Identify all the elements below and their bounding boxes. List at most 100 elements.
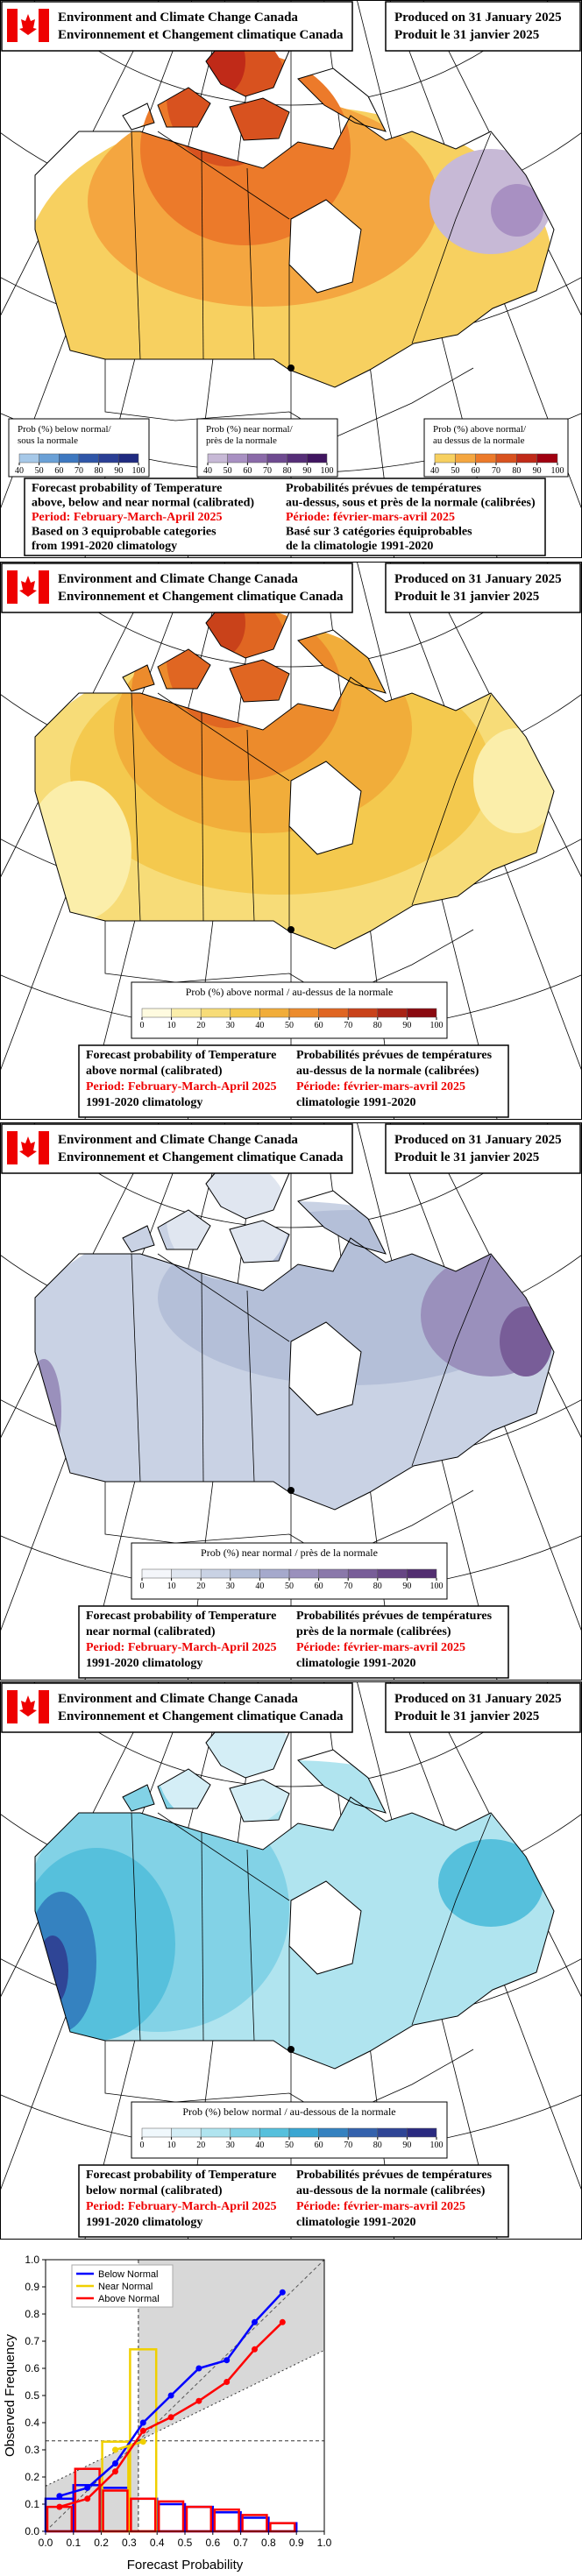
no-skill-line xyxy=(45,2349,325,2487)
colorbar-tick-label: 60 xyxy=(315,1582,323,1591)
coastline xyxy=(157,87,211,128)
caption-line: above, below and near normal (calibrated… xyxy=(32,497,254,510)
colorbar-swatch xyxy=(347,1568,379,1579)
caption-line: Period: February-March-April 2025 xyxy=(86,2200,276,2213)
production-date: Produit le 31 janvier 2025 xyxy=(394,1709,539,1723)
coastline xyxy=(34,676,555,950)
caption-line: Forecast probability of Temperature xyxy=(86,2169,276,2182)
province-border xyxy=(411,1814,492,2026)
legend-box xyxy=(423,418,569,478)
reliability-point xyxy=(167,2392,174,2399)
colorbar-swatch xyxy=(171,1008,202,1018)
production-date: Produced on 31 January 2025 xyxy=(394,11,562,25)
x-tick-label: 0.2 xyxy=(94,2537,109,2549)
colorbar-tick-label: 70 xyxy=(263,466,272,476)
coastline xyxy=(157,1768,211,1809)
colorbar-tick-label: 40 xyxy=(15,466,24,476)
colorbar-swatch xyxy=(516,453,537,464)
production-date: Produit le 31 janvier 2025 xyxy=(394,1150,539,1164)
coastline xyxy=(297,1749,387,1814)
agency-name: Environnement et Changement climatique C… xyxy=(58,1709,344,1723)
reliability-point xyxy=(139,2419,146,2426)
colorbar-tick-label: 30 xyxy=(226,2141,235,2150)
coastline xyxy=(297,629,387,694)
header-box xyxy=(385,1682,581,1733)
colorbar-tick-label: 90 xyxy=(402,1582,411,1591)
caption-box xyxy=(78,1605,509,1679)
reliability-point xyxy=(84,2484,91,2491)
flag-leaf xyxy=(19,14,37,35)
colorbar-swatch xyxy=(377,1568,408,1579)
legend-label: Below Normal xyxy=(98,2269,158,2280)
caption-line: 1991-2020 climatology xyxy=(86,1657,202,1670)
colorbar-swatch xyxy=(200,1568,231,1579)
agency-name: Environnement et Changement climatique C… xyxy=(58,28,344,42)
colorbar-swatch xyxy=(288,2127,319,2138)
header-box xyxy=(1,1682,353,1733)
reliability-point xyxy=(279,2318,286,2325)
colorbar-tick-label: 50 xyxy=(285,1021,294,1030)
x-tick-label: 0.9 xyxy=(289,2537,304,2549)
caption-line: Period: February-March-April 2025 xyxy=(86,1641,276,1654)
agency-name: Environment and Climate Change Canada xyxy=(58,572,298,586)
agency-name: Environment and Climate Change Canada xyxy=(58,1133,298,1147)
colorbar-swatch xyxy=(287,453,308,464)
province-border xyxy=(131,1253,141,1483)
us-border xyxy=(104,359,474,439)
colorbar-tick-label: 40 xyxy=(203,466,212,476)
colorbar-swatch xyxy=(200,2127,231,2138)
colorbar-swatch xyxy=(39,453,60,464)
colorbar-tick-label: 30 xyxy=(226,1582,235,1591)
colorbar-swatch xyxy=(318,1568,349,1579)
y-tick-label: 0.5 xyxy=(25,2389,39,2402)
colorbar-tick-label: 80 xyxy=(373,1021,382,1030)
flag-leaf xyxy=(19,1136,37,1157)
colorbar-tick-label: 80 xyxy=(373,2141,382,2150)
legend-title: Prob (%) near normal / près de la normal… xyxy=(201,1546,378,1559)
coastline xyxy=(229,659,290,703)
y-tick-label: 0.7 xyxy=(25,2335,39,2347)
colorbar-tick-label: 10 xyxy=(167,1582,176,1591)
coastline xyxy=(34,1237,555,1511)
colorbar-swatch xyxy=(59,453,80,464)
province-border xyxy=(246,1290,255,1483)
colorbar-tick-label: 90 xyxy=(402,2141,411,2150)
colorbar-swatch xyxy=(78,453,99,464)
colorbar-swatch xyxy=(455,453,476,464)
y-axis-title: Observed Frequency xyxy=(3,2333,18,2457)
colorbar-tick-label: 70 xyxy=(492,466,500,476)
colorbar-swatch xyxy=(171,1568,202,1579)
colorbar-swatch xyxy=(259,1568,290,1579)
coastline xyxy=(122,1225,155,1253)
coastline xyxy=(297,67,387,132)
caption-line: de la climatologie 1991-2020 xyxy=(286,540,433,553)
colorbar-swatch xyxy=(259,2127,290,2138)
colorbar-tick-label: 100 xyxy=(430,1021,444,1030)
colorbar-tick-label: 40 xyxy=(255,1582,264,1591)
colorbar-tick-label: 80 xyxy=(512,466,521,476)
colorbar-tick-label: 20 xyxy=(196,2141,205,2150)
colorbar-swatch xyxy=(495,453,517,464)
production-date: Produced on 31 January 2025 xyxy=(394,1133,562,1147)
parallel xyxy=(32,1681,550,1787)
colorbar-tick-label: 0 xyxy=(140,1021,145,1030)
reliability-point xyxy=(139,2438,146,2445)
header-box xyxy=(385,1123,581,1174)
reliability-point xyxy=(56,2503,63,2510)
reliability-point xyxy=(252,2318,258,2325)
caption-box xyxy=(78,1044,509,1118)
colorbar-tick-label: 90 xyxy=(114,466,123,476)
province-border xyxy=(201,1272,204,1483)
colorbar-swatch xyxy=(200,1008,231,1018)
caption-line: Period: February-March-April 2025 xyxy=(86,1080,276,1093)
colorbar-tick-label: 100 xyxy=(132,466,146,476)
province-border xyxy=(157,1812,290,1901)
x-tick-label: 1.0 xyxy=(317,2537,332,2549)
agency-name: Environnement et Changement climatique C… xyxy=(58,590,344,604)
x-tick-label: 0.7 xyxy=(233,2537,248,2549)
reliability-chart: 0.0 0.1 0.2 0.3 0.4 0.5 0.6 0.7 0.8 0.9 1.0 0.0 0.1 0… xyxy=(3,2254,332,2572)
caption-line: Période: février-mars-avril 2025 xyxy=(286,511,455,524)
province-border xyxy=(131,131,141,360)
legend-label: Above Normal xyxy=(98,2294,160,2304)
production-date: Produced on 31 January 2025 xyxy=(394,572,562,586)
